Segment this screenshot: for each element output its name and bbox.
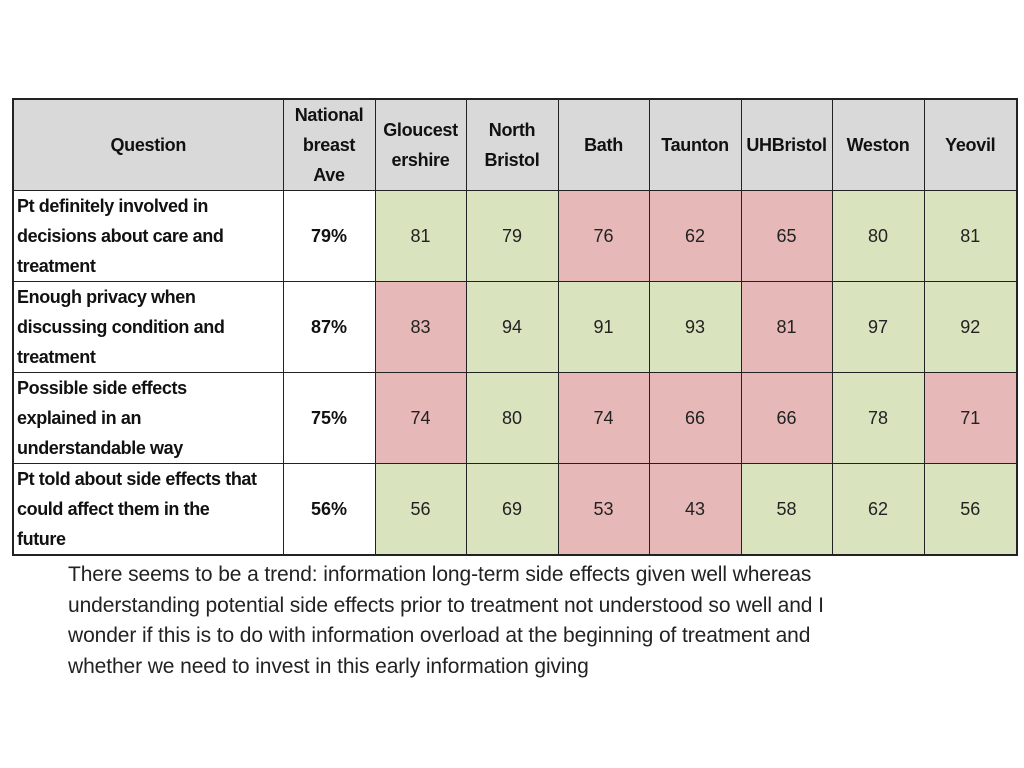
value-cell: 56 [374, 463, 467, 556]
header-north-bristol: North Bristol [465, 98, 559, 191]
header-yeovil: Yeovil [923, 98, 1018, 191]
value-cell: 62 [648, 190, 742, 282]
national-average-cell: 56% [282, 463, 376, 556]
table-body: Pt definitely involved in decisions abou… [12, 190, 1018, 556]
value-cell: 91 [557, 281, 650, 373]
table-row: Pt definitely involved in decisions abou… [12, 190, 1018, 282]
value-cell: 58 [740, 463, 833, 556]
national-average-cell: 79% [282, 190, 376, 282]
value-cell: 43 [648, 463, 742, 556]
header-question: Question [12, 98, 284, 191]
value-cell: 66 [740, 372, 833, 464]
question-cell: Pt definitely involved in decisions abou… [12, 190, 284, 282]
question-cell: Pt told about side effects that could af… [12, 463, 284, 556]
header-weston: Weston [831, 98, 925, 191]
value-cell: 81 [374, 190, 467, 282]
table-row: Possible side effects explained in an un… [12, 372, 1018, 464]
value-cell: 69 [465, 463, 559, 556]
question-cell: Possible side effects explained in an un… [12, 372, 284, 464]
header-taunton: Taunton [648, 98, 742, 191]
value-cell: 81 [923, 190, 1018, 282]
value-cell: 80 [465, 372, 559, 464]
national-average-cell: 75% [282, 372, 376, 464]
comment-text: There seems to be a trend: information l… [68, 563, 824, 678]
value-cell: 97 [831, 281, 925, 373]
header-gloucestershire: Gloucest ershire [374, 98, 467, 191]
value-cell: 79 [465, 190, 559, 282]
value-cell: 78 [831, 372, 925, 464]
table-header-row: Question National breast Ave Gloucest er… [12, 98, 1018, 191]
value-cell: 71 [923, 372, 1018, 464]
value-cell: 94 [465, 281, 559, 373]
header-bath: Bath [557, 98, 650, 191]
value-cell: 81 [740, 281, 833, 373]
value-cell: 74 [557, 372, 650, 464]
value-cell: 93 [648, 281, 742, 373]
value-cell: 66 [648, 372, 742, 464]
question-cell: Enough privacy when discussing condition… [12, 281, 284, 373]
value-cell: 56 [923, 463, 1018, 556]
national-average-cell: 87% [282, 281, 376, 373]
value-cell: 83 [374, 281, 467, 373]
value-cell: 80 [831, 190, 925, 282]
value-cell: 74 [374, 372, 467, 464]
value-cell: 76 [557, 190, 650, 282]
value-cell: 53 [557, 463, 650, 556]
header-national-breast-ave: National breast Ave [282, 98, 376, 191]
table-row: Pt told about side effects that could af… [12, 463, 1018, 556]
results-table: Question National breast Ave Gloucest er… [12, 98, 1018, 556]
value-cell: 92 [923, 281, 1018, 373]
table-row: Enough privacy when discussing condition… [12, 281, 1018, 373]
value-cell: 65 [740, 190, 833, 282]
value-cell: 62 [831, 463, 925, 556]
header-uhbristol: UHBristol [740, 98, 833, 191]
